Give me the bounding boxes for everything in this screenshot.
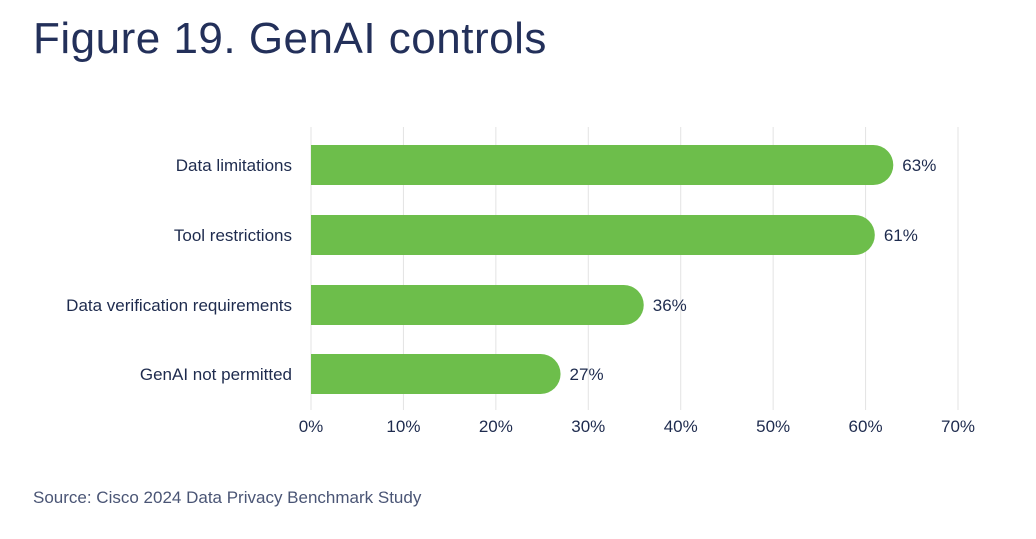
- x-tick-label: 20%: [479, 417, 513, 436]
- x-tick-label: 0%: [299, 417, 324, 436]
- x-tick-label: 10%: [386, 417, 420, 436]
- x-tick-label: 30%: [571, 417, 605, 436]
- x-tick-label: 50%: [756, 417, 790, 436]
- category-label: GenAI not permitted: [140, 365, 292, 384]
- category-label: Tool restrictions: [174, 226, 292, 245]
- data-label: 61%: [884, 226, 918, 245]
- x-tick-label: 60%: [849, 417, 883, 436]
- bar: [311, 354, 561, 394]
- category-label: Data limitations: [176, 156, 292, 175]
- category-label: Data verification requirements: [66, 296, 292, 315]
- chart-title: Figure 19. GenAI controls: [33, 14, 547, 63]
- x-tick-label: 40%: [664, 417, 698, 436]
- data-label: 36%: [653, 296, 687, 315]
- source-note: Source: Cisco 2024 Data Privacy Benchmar…: [33, 488, 422, 507]
- data-label: 27%: [570, 365, 604, 384]
- data-label: 63%: [902, 156, 936, 175]
- x-tick-label: 70%: [941, 417, 975, 436]
- bar: [311, 285, 644, 325]
- bar: [311, 215, 875, 255]
- bar: [311, 145, 894, 185]
